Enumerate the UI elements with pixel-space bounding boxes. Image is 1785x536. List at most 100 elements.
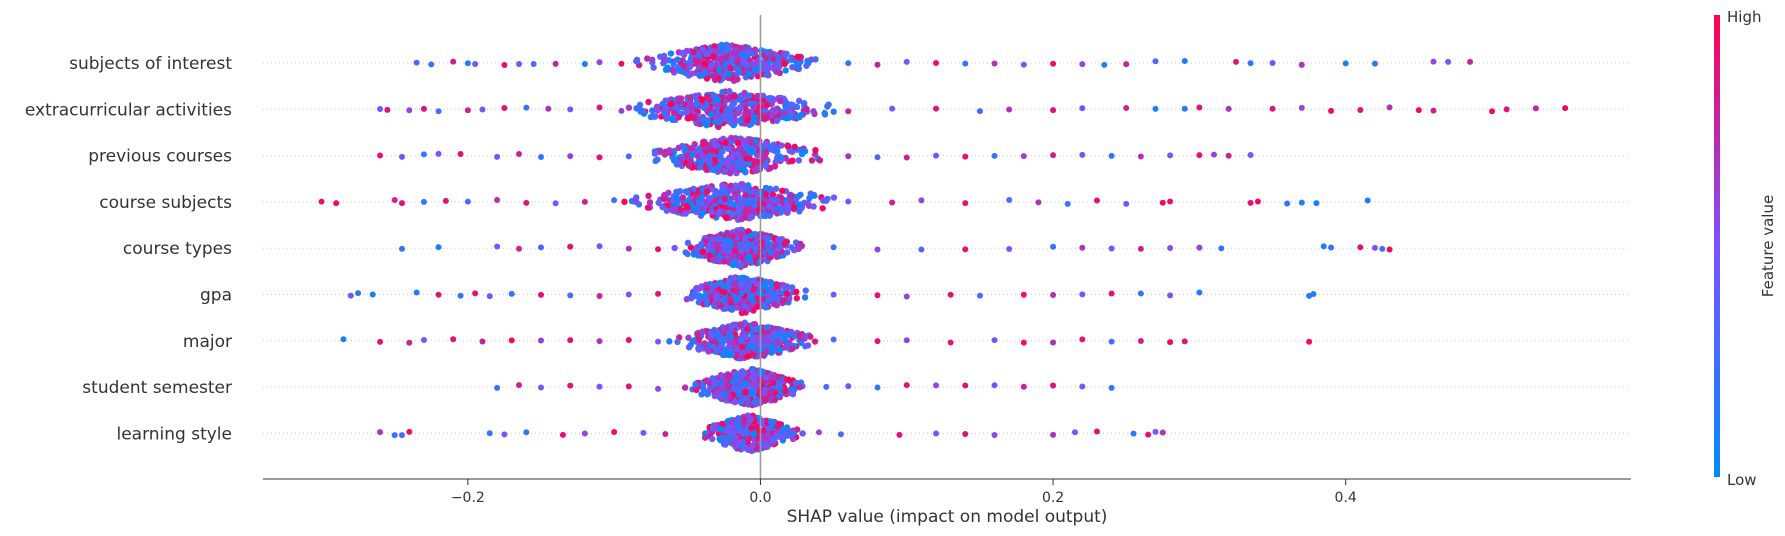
shap-dot	[660, 52, 668, 60]
shap-dot	[711, 156, 719, 164]
shap-dot	[793, 103, 801, 111]
shap-dot	[508, 290, 515, 297]
shap-dot	[732, 182, 739, 189]
shap-dot	[1167, 198, 1174, 205]
shap-dot	[794, 193, 802, 200]
shap-dot	[769, 419, 777, 426]
shap-dot	[685, 162, 693, 169]
shap-dot	[795, 157, 803, 164]
shap-dot	[621, 198, 628, 205]
shap-dot	[640, 108, 647, 115]
shap-dot	[718, 148, 725, 155]
shap-dot	[788, 244, 795, 251]
shap-dot	[1218, 245, 1225, 252]
shap-dot	[690, 115, 698, 122]
shap-dot	[874, 246, 881, 253]
shap-dot	[752, 47, 759, 55]
shap-dot	[770, 55, 777, 62]
shap-dot	[728, 154, 736, 161]
shap-dot	[947, 291, 954, 298]
shap-dot	[811, 338, 819, 345]
shap-dot	[692, 380, 699, 388]
shap-dot	[773, 117, 781, 124]
shap-dot	[530, 61, 537, 68]
shap-dot	[1079, 151, 1086, 158]
shap-dot	[1415, 107, 1422, 114]
shap-dot	[782, 344, 789, 351]
shap-dot	[698, 96, 706, 103]
shap-dot	[1232, 58, 1239, 65]
shap-dot	[726, 145, 733, 153]
shap-dot	[1020, 339, 1027, 346]
shap-dot	[625, 383, 632, 390]
shap-dot	[733, 434, 740, 442]
shap-dot	[1167, 152, 1174, 159]
shap-dot	[668, 115, 675, 122]
shap-dot	[747, 213, 754, 221]
shap-dot	[567, 292, 574, 299]
shap-dot	[1050, 431, 1057, 438]
shap-dot	[738, 289, 745, 297]
shap-dot	[713, 300, 720, 307]
shap-dot	[716, 66, 723, 74]
shap-dot	[742, 104, 749, 112]
shap-dot	[874, 61, 881, 68]
shap-dot	[1137, 337, 1144, 344]
shap-dot	[795, 97, 803, 105]
shap-dot	[369, 291, 376, 298]
shap-dot	[698, 240, 705, 248]
shap-dot	[734, 140, 742, 147]
shap-dot	[1050, 60, 1057, 67]
shap-dot	[685, 115, 693, 122]
shap-dot	[789, 390, 797, 397]
shap-dot	[793, 59, 801, 66]
shap-dot	[733, 304, 740, 311]
shap-dot	[661, 151, 669, 158]
shap-dot	[420, 198, 427, 205]
shap-dot	[680, 63, 688, 70]
shap-dot	[1152, 105, 1159, 112]
shap-dot	[1064, 200, 1071, 207]
shap-dot	[845, 108, 852, 115]
feature-label: course types	[123, 239, 232, 259]
shap-dot	[762, 283, 769, 290]
shap-dot	[691, 205, 699, 213]
shap-dot	[751, 166, 758, 173]
shap-dot	[749, 368, 756, 376]
shap-dot	[705, 348, 712, 355]
shap-dot	[472, 61, 479, 68]
shap-dot	[750, 307, 757, 314]
feature-row-dots	[340, 319, 1313, 362]
shap-dot	[707, 292, 714, 300]
shap-dot	[779, 187, 786, 194]
shap-dot	[636, 101, 644, 109]
shap-dot	[450, 58, 457, 65]
shap-dot	[723, 236, 730, 244]
shap-dot	[743, 145, 750, 152]
shap-dot	[746, 196, 753, 204]
shap-dot	[661, 109, 668, 117]
shap-dot	[1379, 245, 1386, 252]
shap-dot	[708, 236, 716, 243]
shap-dot	[1079, 336, 1086, 343]
shap-dot	[706, 252, 714, 259]
shap-dot	[903, 382, 910, 389]
shap-dot	[635, 201, 643, 208]
shap-dot	[775, 288, 782, 296]
shap-dot	[650, 64, 657, 71]
shap-dot	[646, 199, 654, 206]
shap-dot	[751, 398, 758, 406]
shap-dot	[625, 291, 632, 298]
shap-dot	[1225, 105, 1232, 112]
shap-dot	[903, 58, 910, 65]
shap-dot	[723, 54, 730, 62]
shap-dot	[706, 384, 714, 392]
shap-dot	[1211, 151, 1218, 158]
shap-dot	[687, 244, 695, 251]
shap-dot	[670, 110, 678, 117]
shap-dot	[581, 61, 588, 68]
shap-dot	[744, 325, 751, 333]
shap-dot	[811, 192, 818, 199]
shap-dot	[1137, 153, 1144, 160]
shap-dot	[1123, 200, 1130, 207]
